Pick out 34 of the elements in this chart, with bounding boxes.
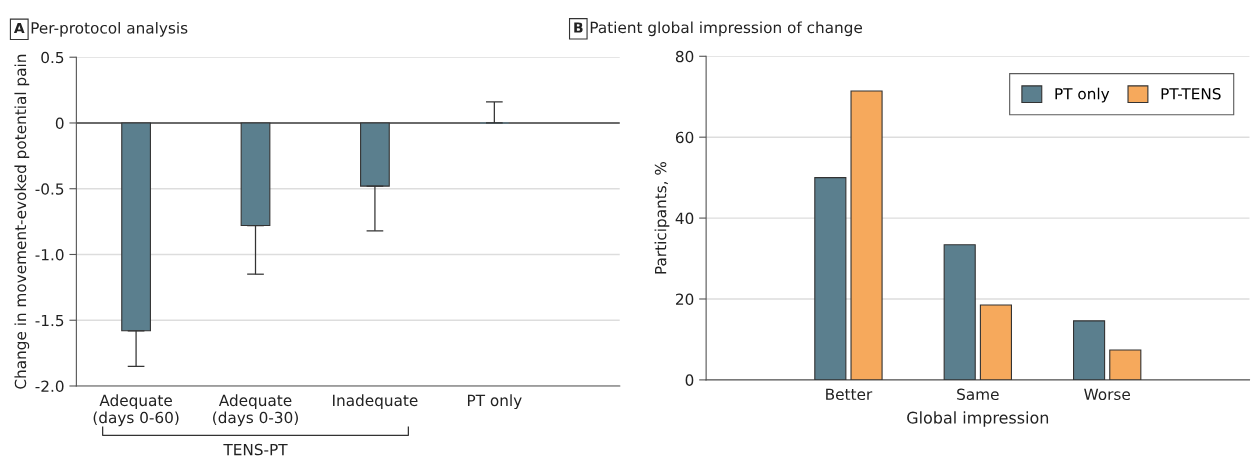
y-tick-label: 0.5 (41, 51, 64, 64)
x-tick-label: Inadequate (333, 394, 418, 410)
y-tick-label: -2.0 (35, 380, 64, 393)
x-tick-label: Adequate (days 0-60) (93, 394, 179, 427)
y-tick-label: -1.0 (35, 248, 64, 261)
y-tick-label: -1.5 (35, 314, 64, 327)
y-tick-label: -0.5 (35, 183, 64, 195)
x-tick-label: Better (826, 388, 873, 401)
y-axis-title: Change in movement-evoked potential pain (14, 54, 30, 389)
x-tick-label: Worse (1084, 388, 1130, 401)
y-axis-title: Participants, % (654, 161, 670, 274)
x-tick-label: Same (957, 388, 999, 401)
x-axis-title: Global impression (907, 411, 1049, 427)
chart-title: Patient global impression of change (590, 21, 863, 37)
y-tick-label: 60 (675, 131, 694, 144)
bar (943, 244, 976, 380)
chart-title: Per-protocol analysis (31, 21, 188, 37)
bar (1109, 349, 1142, 380)
legend-label: PT only (1055, 87, 1110, 103)
text: TENS-PT (223, 443, 288, 456)
text: A (13, 22, 25, 34)
y-tick-label: 40 (675, 212, 694, 225)
y-tick-label: 0 (55, 117, 64, 129)
bar (814, 177, 847, 380)
x-tick-label: PT only (467, 394, 522, 410)
text: B (574, 22, 583, 33)
x-tick-label: Adequate (days 0-30) (213, 394, 298, 427)
bar (1072, 320, 1106, 380)
y-tick-label: 20 (676, 293, 694, 306)
legend-label: PT-TENS (1161, 87, 1221, 100)
y-tick-label: 80 (675, 50, 694, 63)
y-tick-label: 0 (685, 374, 694, 386)
bar (979, 304, 1013, 380)
bar (850, 90, 883, 380)
